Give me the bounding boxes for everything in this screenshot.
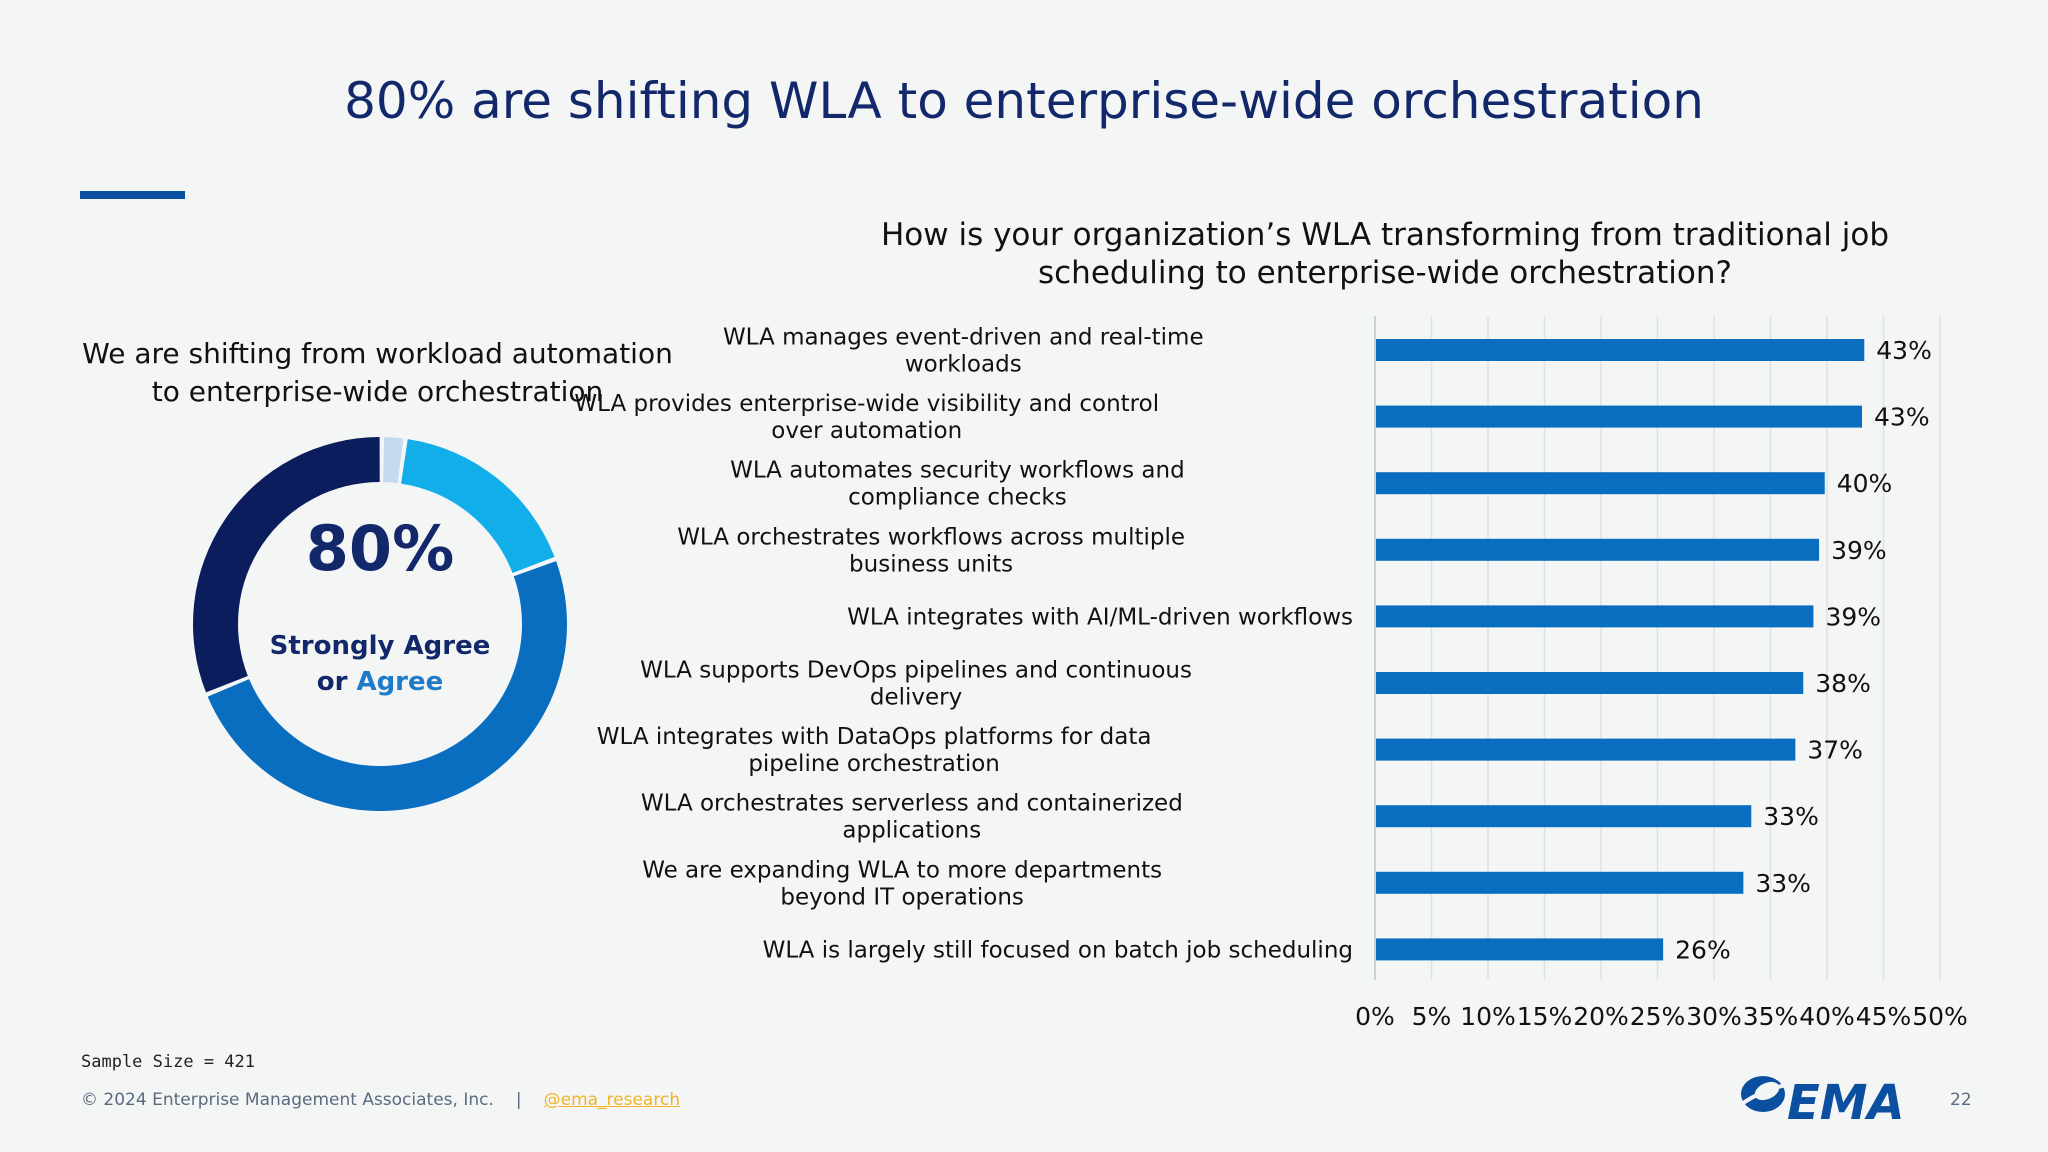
bar (1376, 405, 1863, 428)
footer-separator: | (515, 1090, 522, 1110)
bar-value-label: 43% (1876, 336, 1932, 365)
donut-caption-or: or (316, 667, 348, 697)
category-label: WLA manages event-driven and real-time wo… (723, 325, 1204, 378)
bar-value-label: 26% (1675, 935, 1731, 964)
donut-slice (192, 437, 380, 693)
donut-caption: Strongly Agree or Agree (230, 628, 530, 700)
bar-value-label: 33% (1755, 869, 1811, 898)
x-tick-label: 20% (1573, 1002, 1629, 1031)
bar-chart-question: How is your organization’s WLA transform… (880, 217, 1889, 291)
donut-caption-line1: Strongly Agree (269, 631, 491, 661)
bar (1376, 871, 1744, 894)
bar (1376, 938, 1664, 961)
x-tick-label: 35% (1743, 1002, 1799, 1031)
category-label: WLA integrates with AI/ML-driven workflo… (847, 604, 1353, 630)
bar-value-label: 43% (1874, 403, 1930, 432)
accent-bar (80, 191, 185, 199)
bar-value-label: 40% (1837, 469, 1893, 498)
slide-title: 80% are shifting WLA to enterprise-wide … (344, 72, 1704, 130)
category-label: WLA provides enterprise-wide visibility … (574, 391, 1159, 444)
x-tick-label: 5% (1412, 1002, 1452, 1031)
donut-caption-agree: Agree (356, 667, 444, 697)
donut-chart (192, 437, 567, 811)
category-label: WLA is largely still focused on batch jo… (763, 937, 1353, 963)
bar (1376, 605, 1814, 628)
x-tick-label: 45% (1856, 1002, 1912, 1031)
category-label: We are expanding WLA to more departments… (642, 857, 1162, 910)
ema-swoosh-logo (1741, 1076, 1798, 1112)
donut-caption-line2: or Agree (230, 664, 530, 700)
footer: © 2024 Enterprise Management Associates,… (81, 1090, 680, 1110)
bar (1376, 339, 1865, 361)
ema-logo: EMA (1741, 1075, 1905, 1127)
donut-slice (207, 561, 567, 811)
bar-value-label: 39% (1831, 536, 1887, 565)
bar (1376, 805, 1752, 828)
ema-logo-text: EMA (1787, 1075, 1905, 1127)
bar (1376, 672, 1804, 694)
category-label: WLA supports DevOps pipelines and contin… (640, 658, 1192, 711)
bar-value-label: 37% (1807, 736, 1863, 765)
donut-slice (383, 437, 404, 484)
x-tick-label: 10% (1460, 1002, 1516, 1031)
category-label: WLA integrates with DataOps platforms fo… (597, 724, 1152, 777)
category-label: WLA orchestrates serverless and containe… (641, 791, 1183, 844)
donut-center-value: 80% (305, 512, 455, 585)
x-tick-label: 40% (1799, 1002, 1855, 1031)
category-label: WLA automates security workflows and comp… (730, 458, 1185, 511)
page-number: 22 (1950, 1090, 1972, 1110)
x-tick-label: 50% (1912, 1002, 1968, 1031)
category-label: WLA orchestrates workflows across multip… (677, 524, 1185, 577)
bar-value-label: 38% (1815, 669, 1871, 698)
x-tick-label: 30% (1686, 1002, 1742, 1031)
bar (1376, 538, 1820, 561)
bar (1376, 472, 1825, 495)
copyright: © 2024 Enterprise Management Associates,… (81, 1090, 494, 1110)
sample-size: Sample Size = 421 (81, 1052, 255, 1072)
x-tick-label: 0% (1355, 1002, 1395, 1031)
x-tick-label: 15% (1517, 1002, 1573, 1031)
donut-title: We are shifting from workload automation… (82, 337, 673, 408)
donut-slice (401, 439, 555, 574)
bar-value-label: 39% (1825, 602, 1881, 631)
twitter-handle-link[interactable]: @ema_research (543, 1090, 681, 1110)
x-tick-label: 25% (1630, 1002, 1686, 1031)
bar (1376, 738, 1796, 761)
bar-value-label: 33% (1763, 802, 1819, 831)
